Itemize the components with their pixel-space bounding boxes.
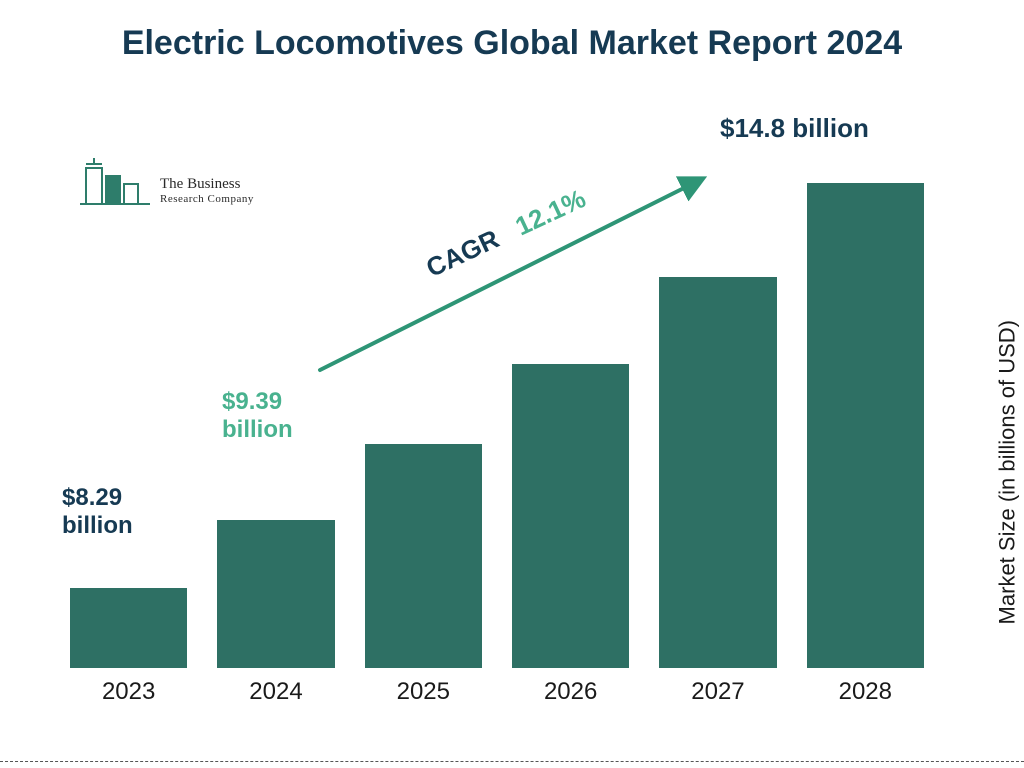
bar-category-label: 2024 (249, 678, 302, 706)
bar-wrap: 2023 (70, 588, 187, 668)
bar-category-label: 2026 (544, 678, 597, 706)
callout-2028-value: $14.8 billion (720, 114, 869, 144)
bar-wrap: 2024 (217, 520, 334, 668)
callout-2024-unit: billion (222, 416, 293, 444)
callout-2023: $8.29 billion (62, 484, 133, 539)
bar (217, 520, 334, 668)
callout-2024-value: $9.39 (222, 388, 293, 416)
callout-2028: $14.8 billion (720, 114, 869, 144)
bar (512, 364, 629, 668)
bar-wrap: 2026 (512, 364, 629, 668)
bar (807, 183, 924, 668)
callout-2024: $9.39 billion (222, 388, 293, 443)
callout-2023-unit: billion (62, 512, 133, 540)
footer-divider (0, 761, 1024, 762)
y-axis-label: Market Size (in billions of USD) (994, 320, 1020, 624)
callout-2023-value: $8.29 (62, 484, 133, 512)
report-container: Electric Locomotives Global Market Repor… (0, 0, 1024, 768)
bar-category-label: 2028 (839, 678, 892, 706)
chart-title: Electric Locomotives Global Market Repor… (0, 22, 1024, 65)
bar-wrap: 2027 (659, 277, 776, 668)
bar-wrap: 2025 (365, 444, 482, 668)
bar-wrap: 2028 (807, 183, 924, 668)
bar (659, 277, 776, 668)
bar-category-label: 2025 (397, 678, 450, 706)
bar (365, 444, 482, 668)
bar-category-label: 2023 (102, 678, 155, 706)
bar-category-label: 2027 (691, 678, 744, 706)
bar (70, 588, 187, 668)
